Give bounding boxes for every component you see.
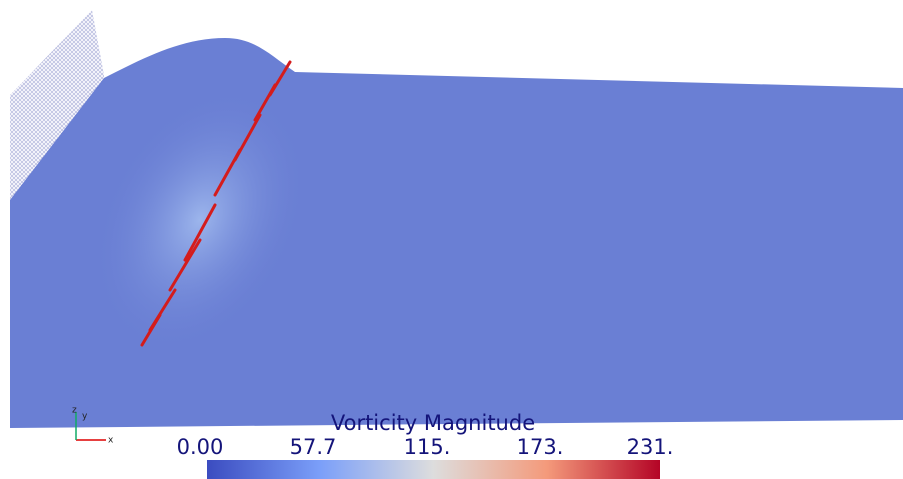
legend-tick-label: 173. bbox=[517, 435, 564, 459]
color-bar bbox=[207, 460, 660, 479]
legend-tick-label: 0.00 bbox=[177, 435, 224, 459]
legend-tick-label: 115. bbox=[404, 435, 451, 459]
axis-x: x bbox=[108, 436, 114, 446]
legend-tick-label: 57.7 bbox=[290, 435, 337, 459]
scene: x y z Vorticity Magnitude 0.00 57.7 115. 17… bbox=[0, 0, 903, 479]
legend-tick-label: 231. bbox=[627, 435, 674, 459]
axis-y: y bbox=[82, 412, 88, 422]
legend-title: Vorticity Magnitude bbox=[331, 411, 535, 435]
axis-z: z bbox=[72, 406, 77, 416]
